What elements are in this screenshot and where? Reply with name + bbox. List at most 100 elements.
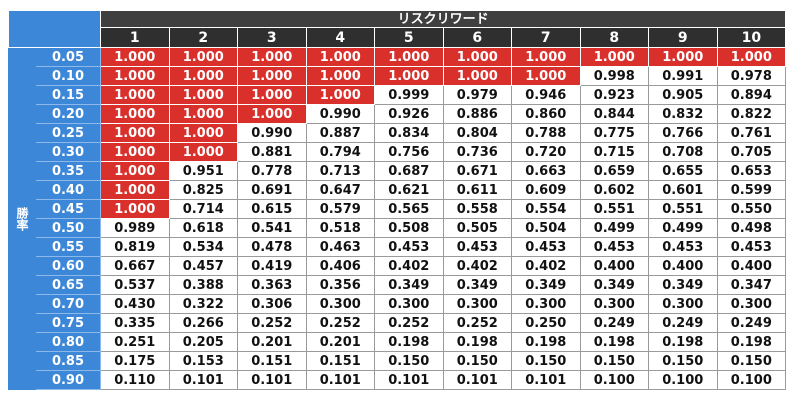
value-cell: 0.715	[579, 142, 649, 162]
value-cell: 0.198	[511, 332, 581, 352]
value-cell: 0.508	[374, 218, 444, 238]
value-cell: 0.363	[237, 275, 307, 295]
data-row: 0.35 1.000 0.951 0.778 0.713 0.687 0.671 0.663 0…	[9, 161, 787, 181]
value-cell: 1.000	[648, 47, 718, 67]
value-cell: 0.453	[442, 237, 512, 257]
value-cell: 0.251	[100, 332, 170, 352]
value-cell: 1.000	[716, 47, 787, 67]
value-cell: 0.887	[305, 123, 375, 143]
value-cell: 0.453	[716, 237, 787, 257]
win-rate: 0.35	[35, 161, 101, 181]
value-cell: 0.453	[648, 237, 718, 257]
value-cell: 0.611	[442, 180, 512, 200]
value-cell: 0.905	[648, 85, 718, 105]
value-cell: 0.551	[579, 199, 649, 219]
value-cell: 0.453	[579, 237, 649, 257]
column-header: 1	[100, 27, 170, 48]
value-cell: 0.198	[579, 332, 649, 352]
win-rate: 0.65	[35, 275, 101, 295]
win-rate: 0.15	[35, 85, 101, 105]
value-cell: 0.804	[442, 123, 512, 143]
value-cell: 0.198	[442, 332, 512, 352]
value-cell: 0.618	[168, 218, 238, 238]
value-cell: 0.335	[100, 313, 170, 333]
value-cell: 0.201	[237, 332, 307, 352]
value-cell: 0.349	[648, 275, 718, 295]
value-cell: 0.554	[511, 199, 581, 219]
win-rate: 0.40	[35, 180, 101, 200]
value-cell: 0.579	[305, 199, 375, 219]
column-header: 9	[648, 27, 718, 48]
value-cell: 0.655	[648, 161, 718, 181]
value-cell: 0.347	[716, 275, 787, 295]
value-cell: 0.832	[648, 104, 718, 124]
value-cell: 0.349	[511, 275, 581, 295]
value-cell: 0.602	[579, 180, 649, 200]
value-cell: 1.000	[168, 66, 238, 86]
value-cell: 0.825	[168, 180, 238, 200]
value-cell: 1.000	[168, 142, 238, 162]
value-cell: 0.478	[237, 237, 307, 257]
win-rate: 0.45	[35, 199, 101, 219]
value-cell: 0.400	[648, 256, 718, 276]
column-header-row: 1 2 3 4 5 6 7 8 9 10	[9, 27, 787, 48]
win-rate: 0.30	[35, 142, 101, 162]
value-cell: 0.663	[511, 161, 581, 181]
value-cell: 0.713	[305, 161, 375, 181]
value-cell: 0.766	[648, 123, 718, 143]
value-cell: 1.000	[305, 47, 375, 67]
value-cell: 0.150	[716, 351, 787, 371]
value-cell: 0.100	[579, 370, 649, 390]
data-row: 0.25 1.000 1.000 0.990 0.887 0.834 0.804 0.788 0…	[9, 123, 787, 143]
value-cell: 0.671	[442, 161, 512, 181]
value-cell: 1.000	[237, 85, 307, 105]
value-cell: 0.400	[579, 256, 649, 276]
value-cell: 0.979	[442, 85, 512, 105]
value-cell: 1.000	[100, 104, 170, 124]
value-cell: 0.860	[511, 104, 581, 124]
value-cell: 0.151	[305, 351, 375, 371]
side-label: 勝率	[8, 47, 36, 390]
value-cell: 0.198	[648, 332, 718, 352]
column-header: 3	[237, 27, 307, 48]
value-cell: 0.775	[579, 123, 649, 143]
value-cell: 0.430	[100, 294, 170, 314]
value-cell: 0.498	[716, 218, 787, 238]
win-rate: 0.60	[35, 256, 101, 276]
value-cell: 0.714	[168, 199, 238, 219]
value-cell: 0.306	[237, 294, 307, 314]
value-cell: 0.499	[579, 218, 649, 238]
value-cell: 1.000	[100, 47, 170, 67]
value-cell: 0.249	[648, 313, 718, 333]
value-cell: 0.349	[579, 275, 649, 295]
value-cell: 1.000	[100, 180, 170, 200]
value-cell: 1.000	[305, 85, 375, 105]
value-cell: 0.388	[168, 275, 238, 295]
win-rate: 0.55	[35, 237, 101, 257]
value-cell: 1.000	[511, 66, 581, 86]
value-cell: 0.558	[442, 199, 512, 219]
value-cell: 0.551	[648, 199, 718, 219]
value-cell: 0.999	[374, 85, 444, 105]
value-cell: 0.453	[374, 237, 444, 257]
data-row: 0.85 0.175 0.153 0.151 0.151 0.150 0.150 0.150 0…	[9, 351, 787, 371]
value-cell: 0.687	[374, 161, 444, 181]
value-cell: 0.266	[168, 313, 238, 333]
value-cell: 0.349	[442, 275, 512, 295]
value-cell: 0.951	[168, 161, 238, 181]
value-cell: 0.550	[716, 199, 787, 219]
value-cell: 0.300	[716, 294, 787, 314]
value-cell: 0.653	[716, 161, 787, 181]
value-cell: 1.000	[100, 161, 170, 181]
value-cell: 1.000	[442, 66, 512, 86]
data-row: 0.45 1.000 0.714 0.615 0.579 0.565 0.558 0.554 0…	[9, 199, 787, 219]
value-cell: 0.101	[168, 370, 238, 390]
value-cell: 0.720	[511, 142, 581, 162]
value-cell: 1.000	[237, 104, 307, 124]
value-cell: 0.541	[237, 218, 307, 238]
value-cell: 0.599	[716, 180, 787, 200]
value-cell: 0.400	[716, 256, 787, 276]
win-rate-table: リスクリワード 1 2 3 4 5 6 7 8 9 10 勝率 0.05 1.000 1.000 1.00…	[8, 10, 787, 390]
value-cell: 0.881	[237, 142, 307, 162]
value-cell: 0.794	[305, 142, 375, 162]
